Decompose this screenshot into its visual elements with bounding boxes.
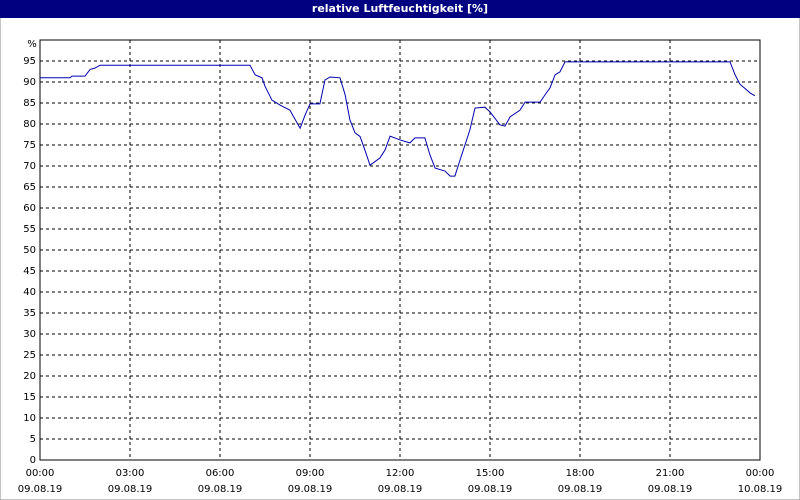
y-axis-label: %: [27, 39, 37, 50]
x-tick-date: 10.08.19: [738, 484, 783, 495]
chart-title: relative Luftfeuchtigkeit [%]: [312, 2, 488, 15]
y-tick-label: 50: [23, 245, 36, 256]
title-bar: [0, 0, 800, 18]
y-tick-label: 65: [23, 182, 36, 193]
y-tick-label: 60: [23, 203, 36, 214]
y-tick-label: 80: [23, 119, 36, 130]
x-tick-label: 06:00: [206, 468, 235, 479]
x-tick-label: 15:00: [476, 468, 505, 479]
x-tick-date: 09.08.19: [18, 484, 63, 495]
x-tick-date: 09.08.19: [108, 484, 153, 495]
x-tick-date: 09.08.19: [648, 484, 693, 495]
x-tick-label: 00:00: [26, 468, 55, 479]
x-tick-date: 09.08.19: [198, 484, 243, 495]
x-tick-date: 09.08.19: [468, 484, 513, 495]
x-tick-date: 09.08.19: [558, 484, 603, 495]
data-line: [40, 61, 756, 177]
x-tick-label: 00:00: [746, 468, 775, 479]
x-tick-label: 03:00: [116, 468, 145, 479]
y-tick-label: 25: [23, 350, 36, 361]
x-tick-label: 18:00: [566, 468, 595, 479]
y-tick-label: 55: [23, 224, 36, 235]
y-tick-label: 35: [23, 308, 36, 319]
y-tick-label: 95: [23, 56, 36, 67]
y-tick-label: 10: [23, 413, 36, 424]
y-tick-label: 30: [23, 329, 36, 340]
x-tick-date: 09.08.19: [288, 484, 333, 495]
y-tick-label: 20: [23, 371, 36, 382]
y-tick-label: 70: [23, 161, 36, 172]
y-tick-label: 5: [30, 434, 36, 445]
y-tick-label: 85: [23, 98, 36, 109]
x-tick-label: 09:00: [296, 468, 325, 479]
y-tick-label: 0: [30, 455, 36, 466]
x-tick-label: 12:00: [386, 468, 415, 479]
y-tick-label: 40: [23, 287, 36, 298]
y-tick-label: 75: [23, 140, 36, 151]
x-tick-label: 21:00: [656, 468, 685, 479]
y-tick-label: 15: [23, 392, 36, 403]
x-tick-date: 09.08.19: [378, 484, 423, 495]
y-tick-label: 90: [23, 77, 36, 88]
y-tick-label: 45: [23, 266, 36, 277]
